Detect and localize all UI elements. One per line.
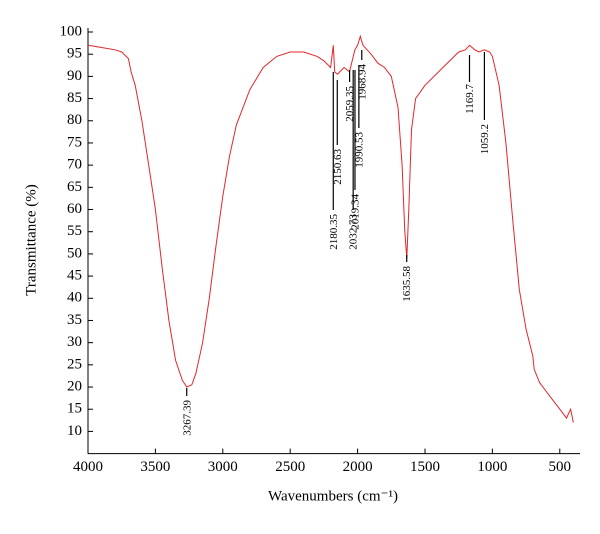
y-tick-label: 90 <box>67 68 82 84</box>
y-tick-label: 15 <box>67 401 82 417</box>
x-tick-label: 4000 <box>73 459 103 475</box>
y-tick-label: 100 <box>60 23 83 39</box>
spectrum-line <box>87 34 574 423</box>
y-tick-label: 60 <box>67 201 82 217</box>
y-tick-label: 35 <box>67 312 82 328</box>
y-tick-label: 75 <box>67 134 82 150</box>
y-tick-label: 30 <box>67 334 82 350</box>
peak-label: 2019.34 <box>350 194 362 230</box>
peak-label: 1968.94 <box>356 64 368 100</box>
y-tick-label: 65 <box>67 179 82 195</box>
y-tick-label: 85 <box>67 90 82 106</box>
peak-label: 1059.2 <box>479 124 491 154</box>
y-tick-label: 10 <box>67 423 82 439</box>
x-tick-label: 3500 <box>140 459 170 475</box>
peak-label: 3267.39 <box>181 400 193 436</box>
x-tick-label: 2000 <box>343 459 373 475</box>
y-tick-label: 80 <box>67 112 82 128</box>
y-tick-label: 95 <box>67 46 82 62</box>
x-tick-label: 3000 <box>208 459 238 475</box>
x-axis-label: Wavenumbers (cm⁻¹) <box>268 488 398 504</box>
peak-label: 2059.35 <box>344 86 356 122</box>
y-tick-label: 45 <box>67 268 82 284</box>
y-tick-label: 50 <box>67 245 82 261</box>
peak-label: 2150.63 <box>332 149 344 185</box>
peak-label: 1990.53 <box>353 132 365 168</box>
y-axis-label: Transmittance (%) <box>23 184 39 296</box>
x-tick-label: 500 <box>549 459 572 475</box>
peak-label: 2032.73 <box>348 214 360 250</box>
peak-label: 1169.7 <box>464 84 476 114</box>
y-tick-label: 40 <box>67 290 82 306</box>
peak-label: 2180.35 <box>328 214 340 250</box>
x-tick-label: 2500 <box>275 459 305 475</box>
y-tick-label: 55 <box>67 223 82 239</box>
y-tick-label: 70 <box>67 157 82 173</box>
peak-label: 1635.58 <box>401 266 413 302</box>
y-tick-label: 25 <box>67 356 82 372</box>
x-tick-label: 1500 <box>410 459 440 475</box>
y-tick-label: 20 <box>67 378 82 394</box>
x-tick-label: 1000 <box>477 459 507 475</box>
